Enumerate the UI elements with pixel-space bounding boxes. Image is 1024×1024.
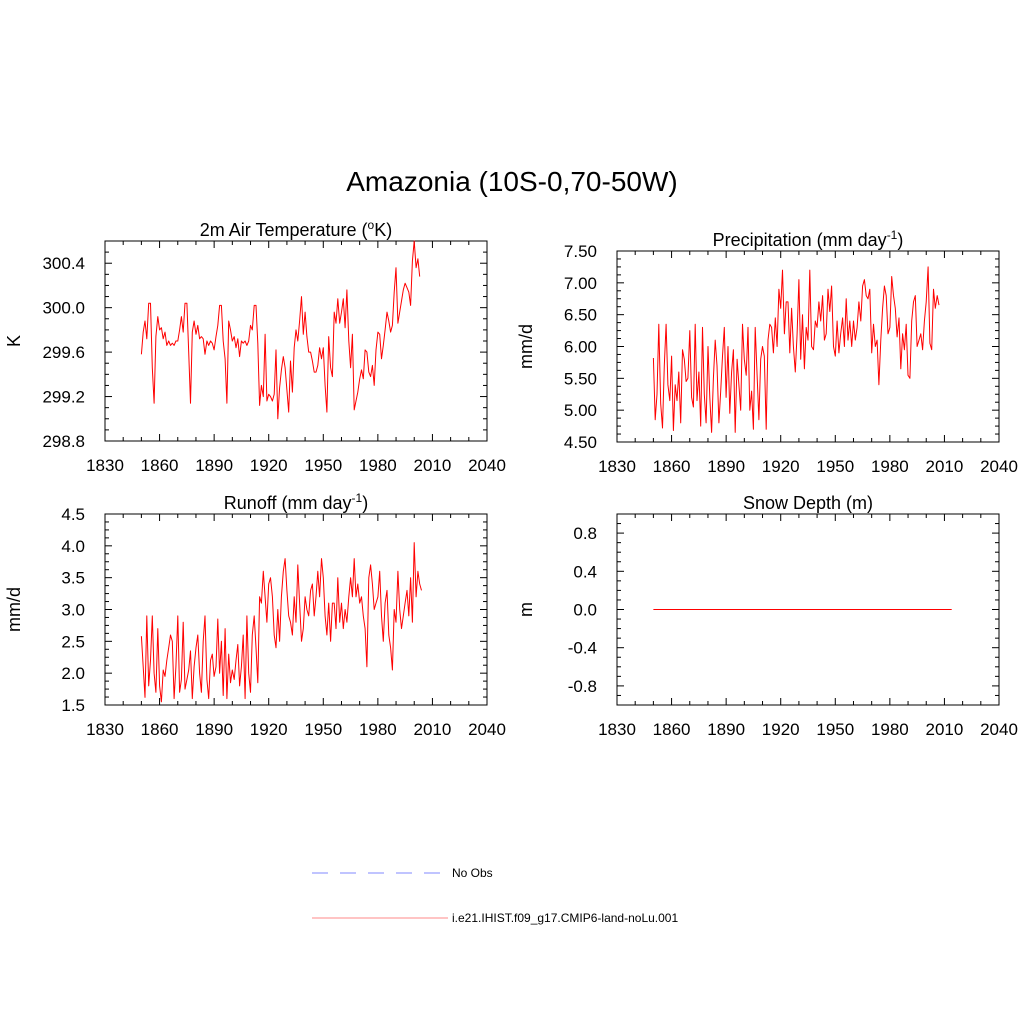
y-tick-label: 2.5 xyxy=(61,632,85,651)
x-tick-label: 1980 xyxy=(871,720,909,739)
chart-panel-3: 1830 1860 1890 1920 1950 1980 2010 2040 1.5 2.0 2.… xyxy=(4,491,506,739)
x-tick-label: 1920 xyxy=(250,720,288,739)
y-axis-label: K xyxy=(4,335,24,347)
x-tick-label: 2040 xyxy=(980,720,1018,739)
x-tick-label: 1980 xyxy=(871,457,909,476)
x-tick-label: 2010 xyxy=(414,456,452,475)
panel-title-main: Snow Depth (m) xyxy=(743,493,873,513)
y-tick-label: 5.50 xyxy=(564,369,597,388)
panel-title: Precipitation (mm day-1) xyxy=(713,228,904,250)
legend-label: i.e21.IHIST.f09_g17.CMIP6-land-noLu.001 xyxy=(452,911,678,925)
chart-panel-2: 1830 1860 1890 1920 1950 1980 2010 2040 4.50 5.00… xyxy=(516,228,1018,476)
panel-title-main: Precipitation (mm day xyxy=(713,230,887,250)
series-line xyxy=(652,266,940,433)
x-tick-label: 2010 xyxy=(926,720,964,739)
y-tick-label: 300.4 xyxy=(42,254,85,273)
y-tick-label: 2.0 xyxy=(61,664,85,683)
panel-title: 2m Air Temperature (oK) xyxy=(200,218,392,240)
chart-panel-1: 1830 1860 1890 1920 1950 1980 2010 2040 298.8 299… xyxy=(4,218,506,475)
series-line xyxy=(140,542,422,703)
panel-title-sup: o xyxy=(368,218,375,232)
y-tick-label: 6.50 xyxy=(564,306,597,325)
y-tick-label: 299.6 xyxy=(42,343,85,362)
y-tick-label: 5.00 xyxy=(564,401,597,420)
panel-title-main: Runoff (mm day xyxy=(224,493,352,513)
y-axis-label: mm/d xyxy=(516,324,536,369)
x-tick-label: 1920 xyxy=(762,720,800,739)
panel-title: Snow Depth (m) xyxy=(743,493,873,513)
y-tick-label: 299.2 xyxy=(42,388,85,407)
panel-title-end: K) xyxy=(374,220,392,240)
y-tick-label: 4.50 xyxy=(564,433,597,452)
series-line xyxy=(140,240,421,420)
y-tick-label: 0.4 xyxy=(573,562,597,581)
page-title: Amazonia (10S-0,70-50W) xyxy=(346,166,678,197)
y-tick-label: 1.5 xyxy=(61,696,85,715)
x-tick-label: 1890 xyxy=(195,720,233,739)
x-tick-label: 1980 xyxy=(359,720,397,739)
y-tick-label: -0.8 xyxy=(568,677,597,696)
x-tick-label: 1920 xyxy=(762,457,800,476)
panel-title-main: 2m Air Temperature ( xyxy=(200,220,368,240)
y-tick-label: 7.50 xyxy=(564,242,597,261)
x-tick-label: 2040 xyxy=(980,457,1018,476)
y-axis-label: m xyxy=(516,602,536,617)
x-tick-label: 1950 xyxy=(304,720,342,739)
legend: No Obs i.e21.IHIST.f09_g17.CMIP6-land-noL… xyxy=(312,866,678,925)
panel-title-sup: -1 xyxy=(887,228,898,242)
x-tick-label: 1890 xyxy=(707,720,745,739)
panel-title-end: ) xyxy=(362,493,368,513)
x-tick-label: 1860 xyxy=(653,720,691,739)
y-tick-label: 7.00 xyxy=(564,274,597,293)
plot-frame xyxy=(104,240,488,442)
x-tick-label: 2040 xyxy=(468,720,506,739)
x-tick-label: 2010 xyxy=(414,720,452,739)
x-tick-label: 1980 xyxy=(359,456,397,475)
panel-title-end: ) xyxy=(897,230,903,250)
x-tick-label: 1830 xyxy=(598,457,636,476)
x-tick-label: 1860 xyxy=(141,720,179,739)
y-tick-label: -0.4 xyxy=(568,639,597,658)
x-tick-label: 1950 xyxy=(816,457,854,476)
x-tick-label: 1890 xyxy=(707,457,745,476)
y-tick-label: 3.5 xyxy=(61,569,85,588)
y-tick-label: 298.8 xyxy=(42,432,85,451)
x-tick-label: 1920 xyxy=(250,456,288,475)
x-tick-label: 1830 xyxy=(86,456,124,475)
x-tick-label: 1830 xyxy=(598,720,636,739)
panel-title: Runoff (mm day-1) xyxy=(224,491,368,513)
legend-label: No Obs xyxy=(452,866,493,880)
x-tick-label: 1890 xyxy=(195,456,233,475)
y-tick-label: 3.0 xyxy=(61,601,85,620)
y-tick-label: 0.8 xyxy=(573,524,597,543)
x-tick-label: 2040 xyxy=(468,456,506,475)
x-tick-label: 1830 xyxy=(86,720,124,739)
y-tick-label: 300.0 xyxy=(42,299,85,318)
y-tick-label: 4.5 xyxy=(61,505,85,524)
panel-title-sup: -1 xyxy=(352,491,363,505)
x-tick-label: 1860 xyxy=(141,456,179,475)
y-tick-label: 4.0 xyxy=(61,537,85,556)
x-tick-label: 2010 xyxy=(926,457,964,476)
x-tick-label: 1860 xyxy=(653,457,691,476)
y-tick-label: 0.0 xyxy=(573,601,597,620)
y-tick-label: 6.00 xyxy=(564,338,597,357)
chart-panel-4: 1830 1860 1890 1920 1950 1980 2010 2040 -0.8 -0.4… xyxy=(516,493,1018,739)
x-tick-label: 1950 xyxy=(304,456,342,475)
x-tick-label: 1950 xyxy=(816,720,854,739)
y-axis-label: mm/d xyxy=(4,587,24,632)
